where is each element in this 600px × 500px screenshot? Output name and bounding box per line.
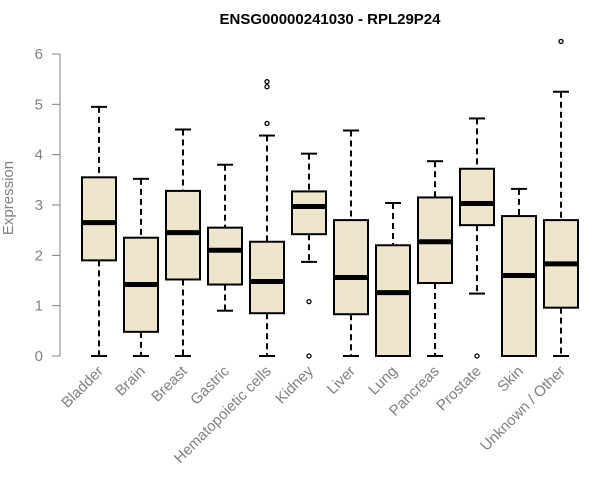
box-iqr [501, 215, 537, 357]
y-axis-title: Expression [0, 161, 17, 235]
box-iqr [375, 244, 411, 357]
box-lung [375, 201, 411, 357]
y-tick-label: 5 [35, 96, 43, 113]
x-tick-label: Prostate [433, 363, 485, 415]
y-axis-ticks: 0 1 2 3 4 5 6 [35, 46, 60, 365]
boxes-group [81, 38, 579, 359]
y-tick-label: 0 [35, 348, 43, 365]
box-breast [165, 128, 201, 357]
box-kidney [291, 152, 327, 359]
x-tick-label: Kidney [272, 362, 317, 407]
outlier-point [264, 120, 270, 127]
box-gastric [207, 163, 243, 312]
box-iqr [459, 167, 495, 227]
box-unknown-other [543, 38, 579, 357]
box-bladder [81, 105, 117, 357]
outlier-point [474, 353, 480, 359]
x-tick-label: Brain [112, 363, 149, 400]
box-iqr [291, 190, 327, 236]
box-iqr [207, 226, 243, 286]
box-iqr [81, 176, 117, 262]
x-tick-label: Lung [365, 363, 401, 399]
x-tick-label: Liver [324, 363, 359, 398]
box-iqr [165, 189, 201, 281]
y-tick-label: 1 [35, 298, 43, 315]
box-iqr [249, 240, 285, 315]
y-tick-label: 2 [35, 247, 43, 264]
outlier-point [306, 353, 312, 359]
x-tick-label: Skin [494, 363, 527, 396]
box-pancreas [417, 160, 453, 357]
chart-title: ENSG00000241030 - RPL29P24 [220, 11, 442, 28]
outlier-point [558, 38, 564, 45]
y-tick-label: 3 [35, 197, 43, 214]
box-skin [501, 187, 537, 357]
box-prostate [459, 117, 495, 359]
box-iqr [333, 219, 369, 316]
outlier-point [264, 79, 270, 85]
outlier-point [306, 298, 312, 305]
y-tick-label: 6 [35, 46, 43, 63]
box-brain [123, 177, 159, 357]
x-tick-label: Bladder [58, 363, 107, 412]
x-tick-label: Breast [148, 362, 191, 405]
box-liver [333, 129, 369, 357]
box-hematopoietic-cells [249, 79, 285, 357]
outlier-point [264, 84, 270, 90]
y-tick-label: 4 [35, 147, 43, 164]
